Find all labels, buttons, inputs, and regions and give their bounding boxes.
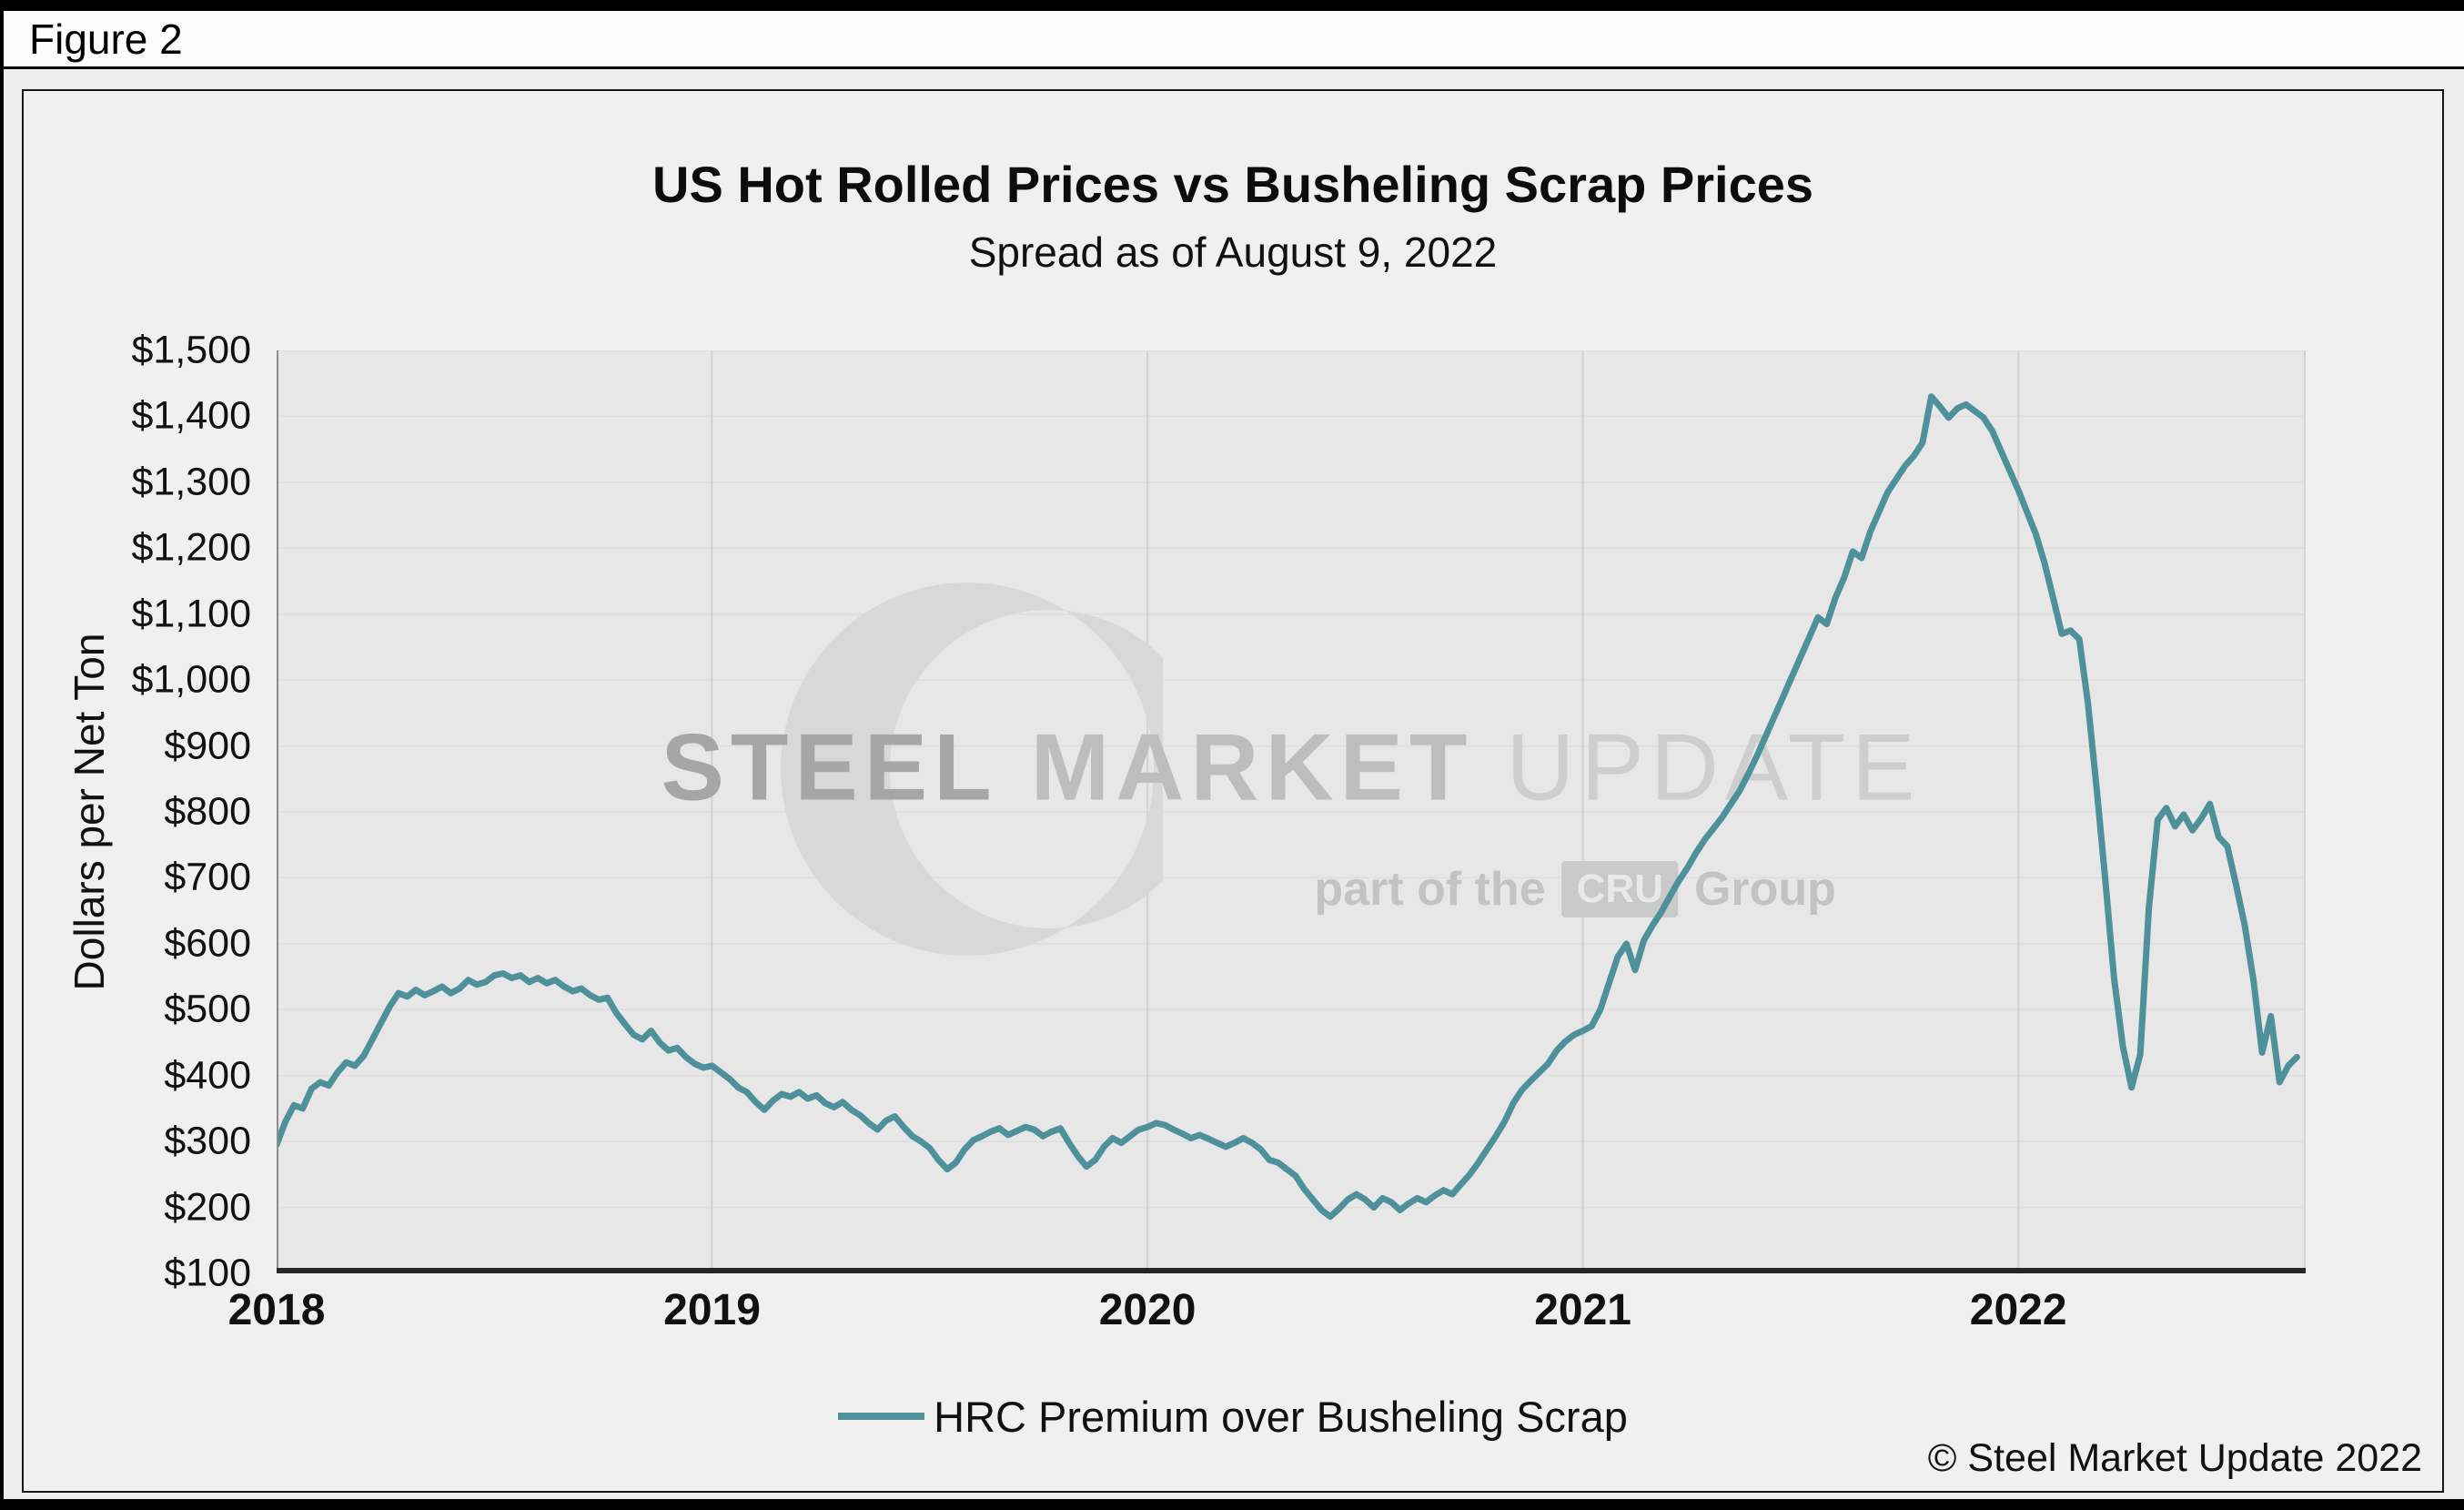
chart-subtitle: Spread as of August 9, 2022 (968, 228, 1498, 276)
x-axis-tick-labels: 2018 2019 2020 2021 2022 (228, 1285, 2306, 1340)
y-axis-tick-label: $1,000 (131, 657, 251, 702)
y-axis-tick-label: $1,200 (131, 525, 251, 570)
watermark-line2-suffix: Group (1693, 863, 1836, 916)
watermark-line2: part of the CRU Group (1314, 861, 1836, 917)
chart-panel: US Hot Rolled Prices vs Busheling Scrap … (22, 89, 2444, 1493)
left-border (0, 0, 4, 1510)
y-axis-tick-label: $600 (164, 921, 251, 966)
y-axis-tick-label: $1,300 (131, 460, 251, 504)
y-axis-tick-label: $800 (164, 789, 251, 834)
plot-area: STEEL MARKET UPDATE part of the CRU Grou… (277, 350, 2306, 1273)
x-axis-tick-label: 2019 (663, 1286, 761, 1334)
y-axis-tick-label: $500 (164, 987, 251, 1031)
series-layer (277, 350, 2306, 1273)
y-axis-tick-label: $1,400 (131, 393, 251, 438)
watermark-line2-prefix: part of the (1314, 863, 1546, 916)
legend: HRC Premium over Busheling Scrap (24, 1391, 2442, 1442)
y-axis-tick-label: $300 (164, 1119, 251, 1163)
cru-logo-box: CRU (1561, 861, 1678, 917)
y-axis-tick-label: $100 (164, 1251, 251, 1295)
x-axis-tick-label: 2021 (1534, 1286, 1631, 1334)
watermark: STEEL MARKET UPDATE part of the CRU Grou… (277, 350, 2306, 1273)
legend-swatch (838, 1413, 925, 1420)
x-axis-tick-label: 2022 (1969, 1286, 2067, 1334)
watermark-line1: STEEL MARKET UPDATE (661, 714, 1922, 823)
watermark-word-steel: STEEL (661, 714, 998, 821)
y-axis-tick-label: $900 (164, 724, 251, 768)
y-axis-tick-labels: $1,500 $1,400 $1,300 $1,200 $1,100 $1,000 $900… (24, 329, 262, 1295)
y-axis-tick-label: $200 (164, 1185, 251, 1230)
figure-header: Figure 2 (4, 11, 2464, 69)
legend-label: HRC Premium over Busheling Scrap (934, 1392, 1628, 1441)
chart-title: US Hot Rolled Prices vs Busheling Scrap … (652, 156, 1813, 213)
y-axis-tick-label: $1,100 (131, 592, 251, 636)
x-axis-tick-label: 2018 (227, 1286, 326, 1334)
copyright-notice: © Steel Market Update 2022 (1927, 1436, 2422, 1480)
crescent-logo-icon (781, 583, 1163, 956)
top-border (0, 0, 2464, 11)
y-axis-tick-label: $700 (164, 855, 251, 899)
bottom-border (0, 1499, 2464, 1510)
figure-label: Figure 2 (29, 15, 183, 63)
watermark-word-update: UPDATE (1506, 714, 1922, 821)
grid-layer (277, 350, 2306, 1273)
y-axis-tick-label: $1,500 (131, 328, 251, 372)
watermark-word-market: MARKET (1030, 714, 1474, 821)
x-axis-tick-label: 2020 (1098, 1286, 1197, 1334)
y-axis-tick-label: $400 (164, 1053, 251, 1098)
